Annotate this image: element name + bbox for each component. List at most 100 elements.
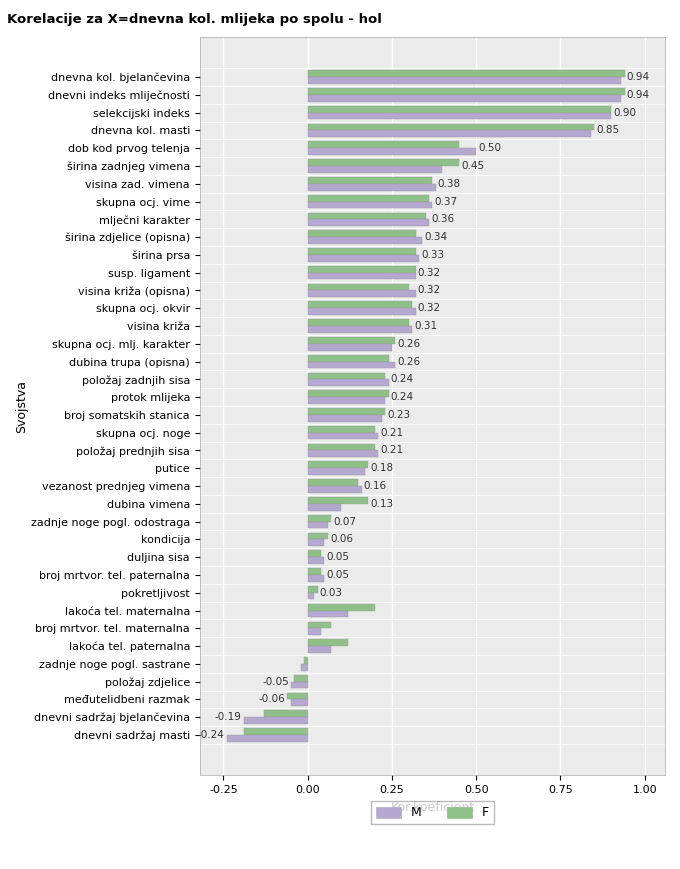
Bar bbox=[307, 166, 443, 173]
Bar bbox=[307, 444, 375, 450]
Bar bbox=[307, 88, 624, 95]
Text: -0.24: -0.24 bbox=[198, 730, 224, 740]
Text: 0.24: 0.24 bbox=[390, 375, 413, 384]
Text: 0.26: 0.26 bbox=[397, 339, 420, 348]
Text: 0.13: 0.13 bbox=[371, 499, 394, 509]
Text: -0.06: -0.06 bbox=[258, 694, 286, 705]
Bar bbox=[307, 106, 611, 113]
Bar bbox=[294, 675, 307, 681]
Text: 0.45: 0.45 bbox=[461, 161, 484, 171]
Bar bbox=[307, 266, 415, 273]
Bar bbox=[307, 319, 409, 326]
Bar bbox=[307, 373, 385, 380]
Bar bbox=[307, 628, 321, 635]
X-axis label: Kor.koeficient: Kor.koeficient bbox=[390, 800, 475, 813]
Bar bbox=[307, 123, 594, 130]
Text: -0.19: -0.19 bbox=[215, 713, 241, 722]
Text: 0.06: 0.06 bbox=[330, 534, 353, 544]
Text: 0.36: 0.36 bbox=[431, 215, 454, 224]
Bar bbox=[307, 283, 409, 290]
Text: 0.18: 0.18 bbox=[371, 463, 394, 474]
Bar bbox=[307, 362, 395, 368]
Text: 0.94: 0.94 bbox=[626, 90, 649, 100]
Text: 0.23: 0.23 bbox=[387, 410, 410, 420]
Bar bbox=[307, 255, 419, 262]
Bar bbox=[307, 77, 621, 83]
Bar bbox=[307, 213, 426, 219]
Bar bbox=[307, 426, 375, 433]
Bar bbox=[307, 461, 369, 468]
Text: 0.33: 0.33 bbox=[421, 250, 444, 260]
Bar bbox=[243, 717, 307, 724]
Bar bbox=[307, 486, 362, 493]
Text: 0.32: 0.32 bbox=[418, 268, 441, 278]
Bar bbox=[307, 533, 328, 540]
Bar bbox=[307, 468, 365, 475]
Bar bbox=[307, 575, 324, 581]
Bar bbox=[307, 397, 385, 404]
Bar bbox=[307, 390, 388, 397]
Text: 0.32: 0.32 bbox=[418, 285, 441, 295]
Text: 0.85: 0.85 bbox=[596, 125, 619, 136]
Bar bbox=[307, 142, 460, 149]
Bar bbox=[307, 540, 324, 546]
Bar bbox=[307, 415, 381, 421]
Bar bbox=[307, 230, 415, 237]
Bar bbox=[307, 273, 415, 280]
Text: 0.94: 0.94 bbox=[626, 72, 649, 82]
Bar bbox=[307, 344, 392, 350]
Text: 0.34: 0.34 bbox=[424, 232, 447, 242]
Bar bbox=[307, 195, 429, 202]
Bar bbox=[291, 700, 307, 706]
Bar bbox=[307, 159, 460, 166]
Bar bbox=[264, 711, 307, 717]
Bar bbox=[307, 514, 331, 521]
Bar bbox=[307, 504, 341, 511]
Bar bbox=[307, 640, 348, 646]
Bar bbox=[307, 113, 611, 119]
Bar bbox=[307, 308, 415, 315]
Bar bbox=[307, 202, 432, 209]
Bar bbox=[307, 497, 369, 504]
Bar bbox=[307, 593, 314, 600]
Bar bbox=[307, 219, 429, 226]
Bar bbox=[243, 728, 307, 735]
Text: -0.05: -0.05 bbox=[262, 677, 289, 687]
Bar bbox=[307, 130, 591, 137]
Text: 0.90: 0.90 bbox=[613, 108, 636, 117]
Bar bbox=[307, 550, 321, 557]
Bar bbox=[307, 557, 324, 564]
Bar bbox=[307, 337, 395, 344]
Bar bbox=[291, 681, 307, 688]
Bar bbox=[288, 693, 307, 700]
Bar bbox=[307, 290, 415, 297]
Text: Korelacije za X=dnevna kol. mlijeka po spolu - hol: Korelacije za X=dnevna kol. mlijeka po s… bbox=[7, 13, 381, 26]
Bar bbox=[307, 480, 358, 486]
Bar bbox=[307, 611, 348, 617]
Bar bbox=[307, 302, 412, 308]
Bar bbox=[307, 326, 412, 333]
Bar bbox=[307, 521, 328, 528]
Bar bbox=[307, 621, 331, 628]
Text: 0.21: 0.21 bbox=[380, 428, 404, 438]
Text: 0.05: 0.05 bbox=[326, 552, 350, 562]
Y-axis label: Svojstva: Svojstva bbox=[15, 380, 28, 433]
Text: 0.50: 0.50 bbox=[478, 143, 501, 153]
Text: 0.32: 0.32 bbox=[418, 303, 441, 313]
Bar bbox=[307, 149, 476, 155]
Text: 0.21: 0.21 bbox=[380, 446, 404, 455]
Bar bbox=[307, 355, 388, 362]
Bar bbox=[307, 237, 422, 244]
Text: 0.38: 0.38 bbox=[438, 179, 461, 189]
Text: 0.07: 0.07 bbox=[333, 516, 356, 527]
Bar bbox=[307, 70, 624, 77]
Bar bbox=[307, 586, 318, 593]
Bar bbox=[307, 604, 375, 611]
Bar bbox=[307, 646, 331, 653]
Bar bbox=[304, 657, 307, 664]
Bar bbox=[307, 568, 321, 575]
Bar bbox=[307, 450, 379, 457]
Text: 0.03: 0.03 bbox=[320, 587, 343, 598]
Bar bbox=[307, 177, 432, 183]
Bar bbox=[307, 95, 621, 102]
